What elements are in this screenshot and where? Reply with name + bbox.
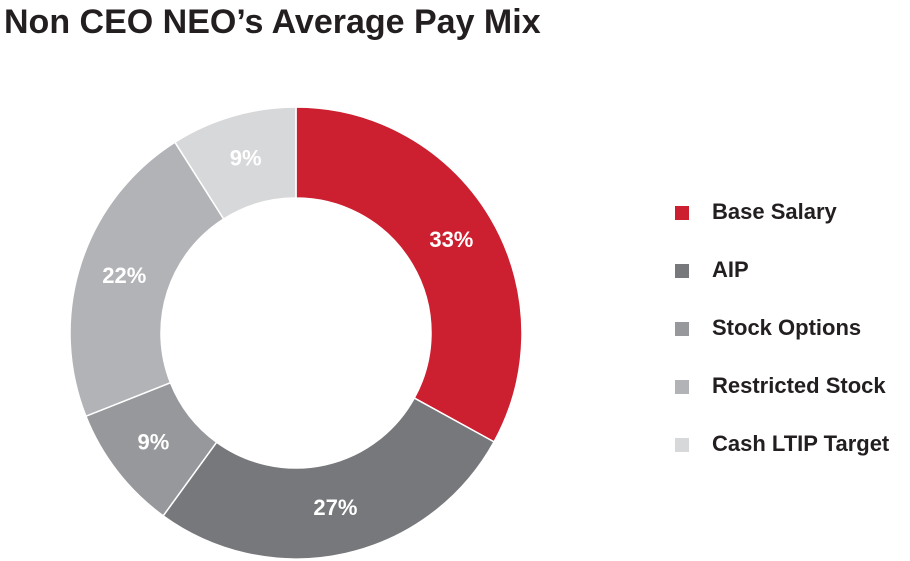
legend-label: Restricted Stock [712,373,886,398]
value-label: 27% [313,495,357,520]
legend-label: Base Salary [712,199,838,224]
chart-title: Non CEO NEO’s Average Pay Mix [4,3,541,41]
legend-swatch [675,206,689,220]
donut-slice [295,106,523,443]
donut-slice [162,397,496,560]
legend-swatch [675,438,689,452]
legend-swatch [675,264,689,278]
legend-label: Stock Options [712,315,861,340]
value-label: 33% [429,227,473,252]
donut-slice [173,106,297,221]
legend-label: Cash LTIP Target [712,431,890,456]
value-label: 9% [230,145,262,170]
value-label: 9% [137,429,169,454]
legend-swatch [675,380,689,394]
donut-slice [69,141,225,418]
legend-swatch [675,322,689,336]
value-label: 22% [102,263,146,288]
legend-label: AIP [712,257,749,282]
